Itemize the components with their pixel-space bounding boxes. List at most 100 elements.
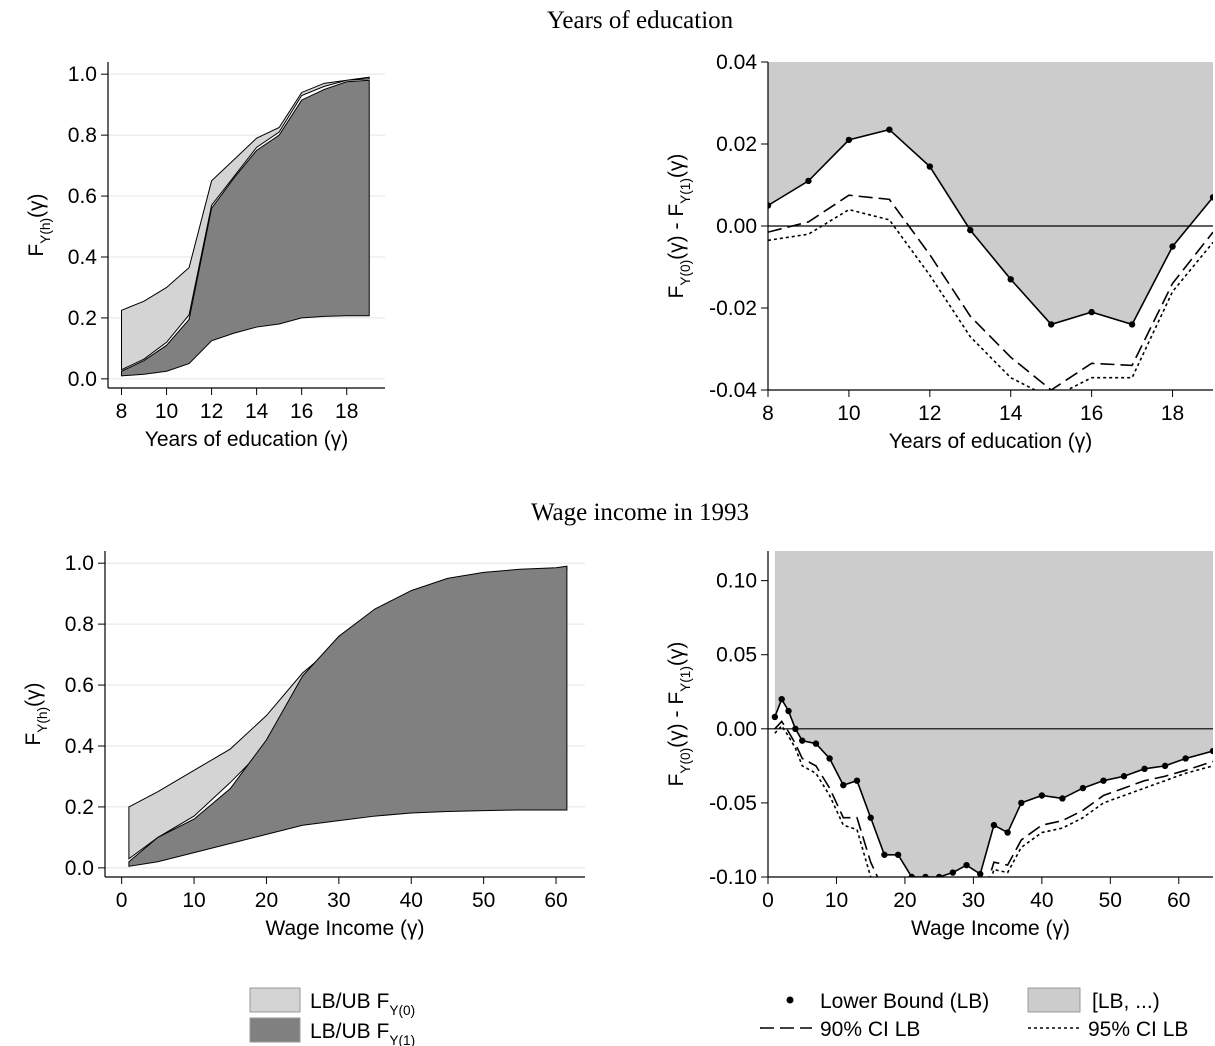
x-tick-label: 10 <box>825 889 848 912</box>
y-tick-label: -0.02 <box>709 297 757 320</box>
plot-area <box>108 73 385 380</box>
x-axis-label: Years of education (γ) <box>145 428 349 451</box>
section-title: Years of education <box>547 7 734 34</box>
y-axis-label: FY(0)(γ) - FY(1)(γ) <box>665 642 693 787</box>
lb-point <box>908 873 915 877</box>
x-tick-label: 16 <box>1080 402 1103 425</box>
plot-area <box>768 551 1213 877</box>
x-tick-label: 40 <box>400 889 423 912</box>
lb-point <box>1047 321 1055 328</box>
lb-point <box>935 873 943 877</box>
y-axis-label: FY(h)(γ) <box>25 193 53 256</box>
legend-marker <box>786 996 794 1004</box>
lb-point <box>881 851 888 858</box>
y-tick-label: 0.04 <box>716 51 757 74</box>
x-axis-label: Wage Income (γ) <box>911 917 1070 940</box>
lb-point <box>1209 747 1213 755</box>
x-axis-label: Wage Income (γ) <box>265 917 424 940</box>
y-tick-label: 1.0 <box>65 552 94 575</box>
lb-point <box>1088 308 1095 316</box>
y-tick-label: 1.0 <box>68 63 97 86</box>
y-axis-label-part: Y(1) <box>678 178 693 204</box>
legend-label: LB/UB FY(0) <box>310 990 415 1018</box>
lb-point <box>792 725 799 733</box>
lb-point <box>812 740 820 747</box>
bound-region <box>768 62 1213 325</box>
y-tick-label: 0.00 <box>716 215 757 238</box>
y-tick-label: 0.05 <box>716 644 757 667</box>
lb-point <box>1169 243 1176 250</box>
section-title: Wage income in 1993 <box>531 499 749 526</box>
y-axis-label: FY(0)(γ) - FY(1)(γ) <box>665 154 693 299</box>
x-tick-label: 16 <box>290 400 313 423</box>
lb-point <box>845 136 853 144</box>
lb-point <box>1038 792 1046 799</box>
x-tick-label: 20 <box>893 889 916 912</box>
legend-label-part: Y(1) <box>389 1033 415 1046</box>
legend-label-part: Y(0) <box>389 1003 415 1018</box>
x-tick-label: 20 <box>255 889 278 912</box>
x-tick-label: 14 <box>245 400 269 423</box>
x-tick-label: 8 <box>116 400 128 423</box>
y-tick-label: 0.0 <box>65 857 94 880</box>
lb-point <box>799 737 806 744</box>
lb-point <box>926 163 934 170</box>
y-axis-label-part: Y(0) <box>678 260 693 286</box>
y-tick-label: 0.2 <box>65 796 94 819</box>
lb-point <box>1161 762 1169 770</box>
y-axis-label-part: (γ) - F <box>665 204 688 260</box>
y-tick-label: 0.00 <box>716 718 757 741</box>
y-axis-label-part: Y(h) <box>35 707 50 733</box>
x-tick-label: 60 <box>1167 889 1190 912</box>
x-tick-label: 12 <box>200 400 223 423</box>
y-axis-label-part: F <box>22 733 45 746</box>
bound-region <box>774 551 1213 877</box>
x-axis-label: Years of education (γ) <box>889 430 1093 453</box>
x-tick-label: 0 <box>762 889 774 912</box>
y-tick-label: 0.6 <box>65 674 94 697</box>
legend-swatch <box>249 1017 301 1043</box>
y-tick-label: 0.2 <box>68 307 97 330</box>
x-tick-label: 10 <box>155 400 178 423</box>
legend-label: LB/UB FY(1) <box>310 1020 415 1046</box>
legend-label: 90% CI LB <box>820 1018 920 1041</box>
lb-point <box>1141 765 1148 773</box>
y-axis-label-part: Y(1) <box>678 666 693 692</box>
lb-point <box>949 869 957 876</box>
y-tick-label: 0.02 <box>716 133 757 156</box>
lb-point <box>867 814 874 821</box>
lb-point <box>853 777 861 784</box>
y-tick-label: 0.10 <box>716 570 757 593</box>
legend-swatch <box>1027 987 1081 1013</box>
y-tick-label: 0.0 <box>68 368 97 391</box>
y-axis-label-part: (γ) <box>22 682 45 707</box>
lb-point <box>840 781 847 789</box>
series-line <box>774 720 1213 877</box>
legend-label: Lower Bound (LB) <box>820 990 989 1013</box>
y-axis-label: FY(h)(γ) <box>22 682 50 745</box>
lb-point <box>1182 755 1189 762</box>
legend-label: [LB, ...) <box>1092 990 1160 1013</box>
x-tick-label: 40 <box>1030 889 1053 912</box>
lb-point <box>967 226 974 234</box>
lb-point <box>805 177 812 185</box>
lb-point <box>1059 795 1066 802</box>
series-line <box>768 194 1213 390</box>
lb-point <box>1079 784 1087 792</box>
x-tick-label: 14 <box>999 402 1023 425</box>
y-tick-label: 0.8 <box>65 613 94 636</box>
x-tick-label: 30 <box>962 889 985 912</box>
lb-point <box>977 870 984 877</box>
lb-point <box>826 755 833 762</box>
y-axis-label-part: (γ) <box>25 193 48 218</box>
legend-label-part: LB/UB F <box>310 990 389 1013</box>
x-tick-label: 8 <box>762 402 774 425</box>
lb-point <box>1128 321 1136 328</box>
y-axis-label-part: (γ) - F <box>665 692 688 748</box>
x-tick-label: 30 <box>327 889 350 912</box>
y-axis-label-part: (γ) <box>665 154 688 179</box>
x-tick-label: 60 <box>544 889 567 912</box>
x-tick-label: 10 <box>837 402 860 425</box>
lb-point <box>1004 829 1011 836</box>
